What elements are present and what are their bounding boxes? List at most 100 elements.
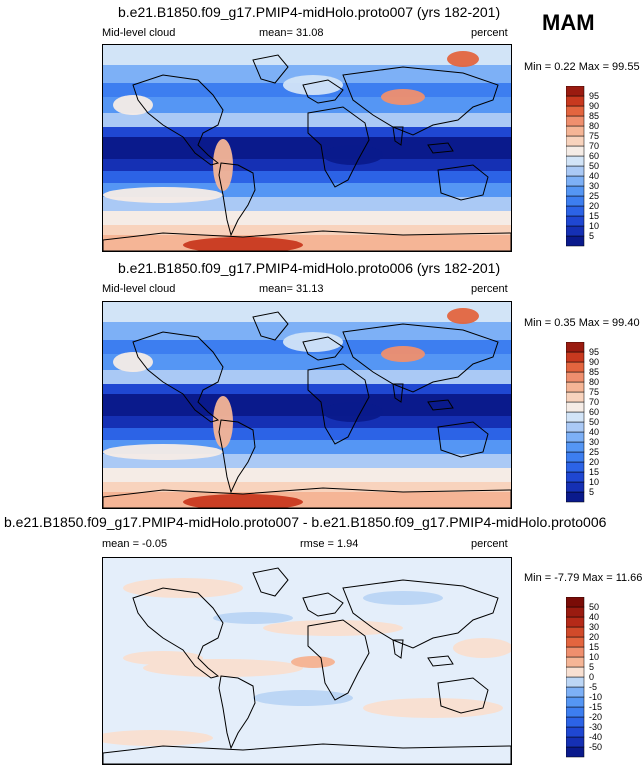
panel1-colorbar-swatch xyxy=(566,95,585,107)
panel2-map-band xyxy=(103,384,511,394)
panel1-colorbar-swatch xyxy=(566,125,585,137)
panel2-colorbar-tick-label: 10 xyxy=(589,477,599,487)
panel3-colorbar-swatch xyxy=(566,746,585,758)
panel1-colorbar-swatch xyxy=(566,225,585,237)
panel3-colorbar-tick-label: 50 xyxy=(589,602,599,612)
panel1-colorbar-tick-label: 75 xyxy=(589,131,599,141)
panel1-colorbar-tick-label: 70 xyxy=(589,141,599,151)
panel1-map-svg xyxy=(103,45,511,251)
panel1-map-feature xyxy=(323,145,383,165)
panel2-colorbar-tick-label: 5 xyxy=(589,487,594,497)
panel3-map-feature xyxy=(213,612,293,624)
panel2-colorbar-swatch xyxy=(566,391,585,403)
panel2-map-band xyxy=(103,302,511,322)
panel2-map-band xyxy=(103,322,511,340)
panel3-map-coastline xyxy=(342,579,499,649)
panel1-colorbar-tick-label: 50 xyxy=(589,161,599,171)
panel1-title: b.e21.B1850.f09_g17.PMIP4-midHolo.proto0… xyxy=(118,4,501,20)
panel1-variable-label: Mid-level cloud xyxy=(102,27,176,39)
panel2-map-coastline xyxy=(307,363,370,445)
panel3-colorbar-swatch xyxy=(566,597,585,608)
panel2-colorbar-swatch xyxy=(566,431,585,443)
panel1-map-band xyxy=(103,211,511,225)
panel1-units-label: percent xyxy=(471,27,508,39)
panel2-colorbar-swatch xyxy=(566,421,585,433)
panel1-map-band xyxy=(103,225,511,235)
panel2-map-feature xyxy=(381,346,425,362)
panel2-colorbar-swatch xyxy=(566,451,585,463)
panel3-map-feature xyxy=(123,651,203,665)
panel2-map-svg xyxy=(103,302,511,508)
panel1-colorbar-swatch xyxy=(566,86,585,97)
panel1-map-band xyxy=(103,159,511,171)
panel2-map-band xyxy=(103,468,511,482)
panel1-colorbar-tick-label: 15 xyxy=(589,211,599,221)
panel2-map-feature xyxy=(323,402,383,422)
panel2-map-coastline xyxy=(103,487,511,508)
panel2-colorbar-tick-label: 30 xyxy=(589,437,599,447)
panel3-colorbar-tick-label: 30 xyxy=(589,622,599,632)
panel3-colorbar-tick-label: 40 xyxy=(589,612,599,622)
panel2-colorbar-swatch xyxy=(566,361,585,373)
panel1-colorbar-swatch xyxy=(566,115,585,127)
panel2-map-feature xyxy=(113,352,153,372)
panel3-map-coastline xyxy=(252,567,289,597)
panel2-map-feature xyxy=(213,396,233,448)
panel2-colorbar-tick-label: 50 xyxy=(589,417,599,427)
panel2-colorbar-swatch xyxy=(566,461,585,473)
panel3-colorbar-tick-label: -30 xyxy=(589,722,602,732)
panel3-colorbar-tick-label: -20 xyxy=(589,712,602,722)
panel3-colorbar-swatch xyxy=(566,686,585,698)
panel1-map-band xyxy=(103,45,511,65)
panel2-map-coastline xyxy=(437,421,489,458)
panel1-map-feature xyxy=(213,139,233,191)
panel3-map-coastline xyxy=(427,655,454,667)
panel3-colorbar-swatch xyxy=(566,606,585,618)
panel2-map-coastline xyxy=(392,383,404,403)
panel3-map-feature xyxy=(123,578,243,598)
panel1-map-band xyxy=(103,171,511,183)
panel3-colorbar-swatch xyxy=(566,646,585,658)
panel1-colorbar-tick-label: 10 xyxy=(589,221,599,231)
panel1-map-feature xyxy=(103,187,223,203)
panel1-colorbar-swatch xyxy=(566,205,585,217)
panel2-map-band xyxy=(103,492,511,508)
panel3-map-svg xyxy=(103,558,511,764)
panel3-map-feature xyxy=(453,638,511,658)
panel2-colorbar-tick-label: 20 xyxy=(589,457,599,467)
panel2-colorbar-tick-label: 70 xyxy=(589,397,599,407)
panel1-map-band xyxy=(103,235,511,251)
panel3-map-coastline xyxy=(218,675,256,750)
panel3-map-coastline xyxy=(437,677,489,714)
panel1-map-coastline xyxy=(437,164,489,201)
panel1-colorbar-swatch xyxy=(566,195,585,207)
panel1-map-feature xyxy=(447,51,479,67)
panel2-colorbar-tick-label: 85 xyxy=(589,367,599,377)
panel3-colorbar-swatch xyxy=(566,726,585,738)
panel2-colorbar-tick-label: 60 xyxy=(589,407,599,417)
panel2-map-coastline xyxy=(427,399,454,411)
panel2-colorbar-swatch xyxy=(566,471,585,483)
panel3-map-coastline xyxy=(103,743,511,764)
panel3-colorbar-tick-label: -10 xyxy=(589,692,602,702)
panel2-title: b.e21.B1850.f09_g17.PMIP4-midHolo.proto0… xyxy=(118,260,501,276)
panel2-colorbar-tick-label: 75 xyxy=(589,387,599,397)
panel2-minmax: Min = 0.35 Max = 99.40 xyxy=(524,317,640,329)
panel1-colorbar-swatch xyxy=(566,145,585,157)
panel2-colorbar-tick-label: 90 xyxy=(589,357,599,367)
panel3-colorbar-tick-label: 20 xyxy=(589,632,599,642)
panel1-map-band xyxy=(103,97,511,113)
panel1-map-coastline xyxy=(252,54,289,84)
panel3-colorbar-tick-label: 15 xyxy=(589,642,599,652)
panel3-colorbar-tick-label: 0 xyxy=(589,672,594,682)
panel1-map-coastline xyxy=(302,79,344,104)
panel1-colorbar-tick-label: 25 xyxy=(589,191,599,201)
panel2-colorbar-swatch xyxy=(566,401,585,413)
panel2-map-band xyxy=(103,370,511,384)
panel3-colorbar-swatch xyxy=(566,706,585,718)
panel3-minmax: Min = -7.79 Max = 11.66 xyxy=(524,572,643,584)
panel2-map-feature xyxy=(447,308,479,324)
panel3-map-feature xyxy=(291,656,335,668)
panel3-units-label: percent xyxy=(471,538,508,550)
